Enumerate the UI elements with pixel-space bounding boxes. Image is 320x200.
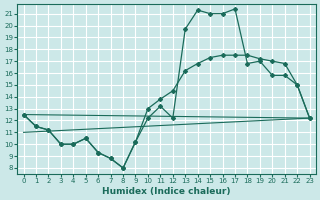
X-axis label: Humidex (Indice chaleur): Humidex (Indice chaleur) [102, 187, 231, 196]
